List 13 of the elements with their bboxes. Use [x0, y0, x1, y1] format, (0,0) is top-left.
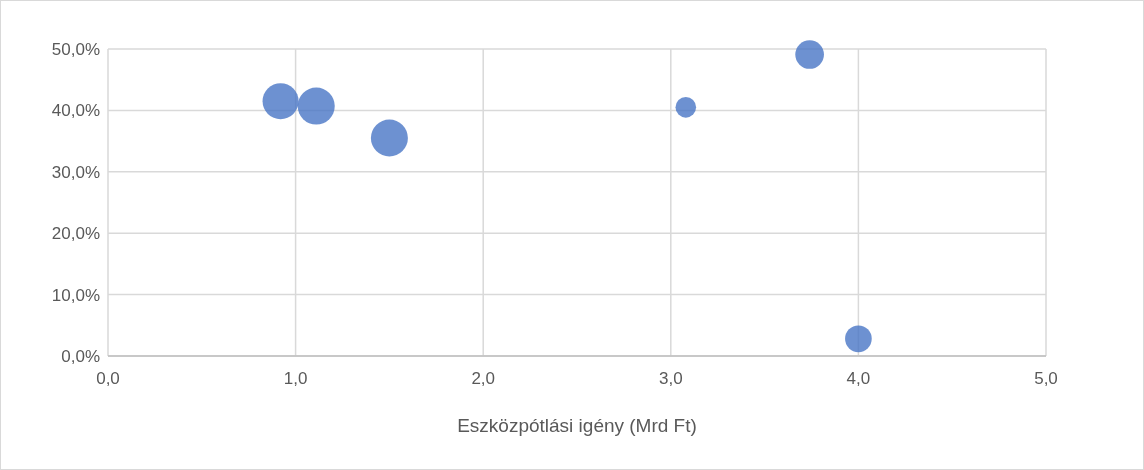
y-tick-label: 30,0% — [51, 162, 100, 182]
y-tick-label: 0,0% — [61, 346, 100, 366]
x-tick-label: 1,0 — [283, 369, 308, 388]
y-tick-label: 40,0% — [51, 101, 100, 121]
x-tick-label: 2,0 — [471, 369, 496, 388]
x-tick-label: 3,0 — [658, 369, 683, 388]
x-tick-label: 5,0 — [1034, 369, 1058, 388]
x-tick-label: 4,0 — [846, 369, 871, 388]
x-tick-label: 0,0 — [96, 369, 120, 388]
y-tick-label: 10,0% — [51, 285, 100, 305]
x-axis-title: Eszközpótlási igény (Mrd Ft) — [457, 415, 697, 436]
y-tick-label: 50,0% — [51, 39, 100, 59]
y-tick-label: 20,0% — [51, 224, 100, 244]
